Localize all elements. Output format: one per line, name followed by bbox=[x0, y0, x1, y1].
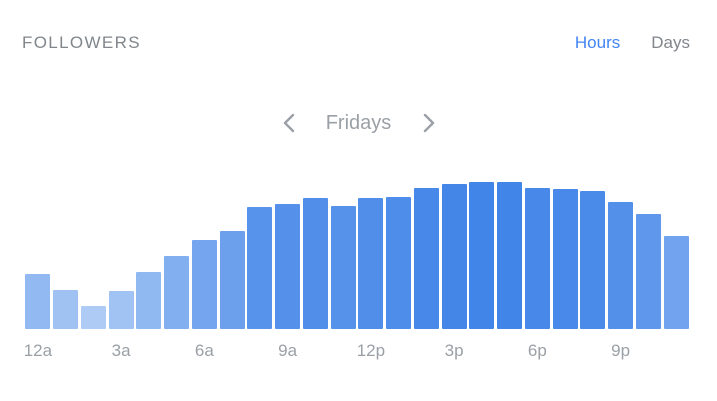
next-day-button[interactable] bbox=[420, 110, 438, 136]
chart-bar[interactable] bbox=[413, 187, 439, 329]
x-axis-tick-label: 3a bbox=[111, 341, 131, 360]
chart-bar[interactable] bbox=[191, 239, 217, 329]
chart-bar[interactable] bbox=[469, 182, 495, 329]
chart-bar[interactable] bbox=[330, 205, 356, 329]
chart-plot-area bbox=[24, 150, 690, 329]
chart-bar[interactable] bbox=[635, 214, 661, 329]
chart-bar[interactable] bbox=[25, 273, 51, 329]
chart-bar[interactable] bbox=[608, 201, 634, 329]
chart-bar[interactable] bbox=[524, 187, 550, 329]
x-axis-tick-label: 9p bbox=[611, 341, 631, 360]
page-title: FOLLOWERS bbox=[22, 33, 141, 52]
chart-x-axis: 12a 3a 6a 9a 12p 3p 6p 9p bbox=[24, 329, 690, 369]
chart-bar[interactable] bbox=[497, 182, 523, 329]
x-axis-tick-label: 6p bbox=[527, 341, 547, 360]
chart-bar[interactable] bbox=[219, 230, 245, 329]
chart-bar[interactable] bbox=[580, 191, 606, 329]
chart-bar[interactable] bbox=[441, 184, 467, 329]
x-axis-tick-label: 3p bbox=[444, 341, 464, 360]
chevron-right-icon bbox=[422, 112, 436, 134]
chart-bar[interactable] bbox=[552, 189, 578, 329]
chart-bar[interactable] bbox=[358, 198, 384, 329]
chevron-left-icon bbox=[282, 112, 296, 134]
day-label: Fridays bbox=[325, 111, 392, 134]
followers-bar-chart: 12a 3a 6a 9a 12p 3p 6p 9p bbox=[0, 150, 717, 401]
chart-bar[interactable] bbox=[164, 255, 190, 329]
chart-bar[interactable] bbox=[53, 289, 79, 329]
chart-bar[interactable] bbox=[108, 291, 134, 329]
tab-hours[interactable]: Hours bbox=[574, 33, 621, 52]
chart-bar[interactable] bbox=[386, 196, 412, 329]
x-axis-tick-label: 12p bbox=[356, 341, 386, 360]
tab-days[interactable]: Days bbox=[651, 33, 690, 52]
chart-bar[interactable] bbox=[136, 271, 162, 329]
day-navigator: Fridays bbox=[0, 106, 717, 140]
chart-bar[interactable] bbox=[275, 203, 301, 329]
card-header: FOLLOWERS Hours Days bbox=[0, 0, 717, 76]
x-axis-tick-label: 12a bbox=[23, 341, 53, 360]
range-tabs: Hours Days bbox=[575, 33, 690, 53]
x-axis-tick-label: 6a bbox=[194, 341, 214, 360]
x-axis-tick-label: 9a bbox=[278, 341, 298, 360]
chart-bar[interactable] bbox=[663, 235, 689, 329]
chart-bar[interactable] bbox=[302, 198, 328, 329]
chart-bar[interactable] bbox=[80, 305, 106, 329]
chart-bar[interactable] bbox=[247, 207, 273, 329]
prev-day-button[interactable] bbox=[280, 110, 298, 136]
